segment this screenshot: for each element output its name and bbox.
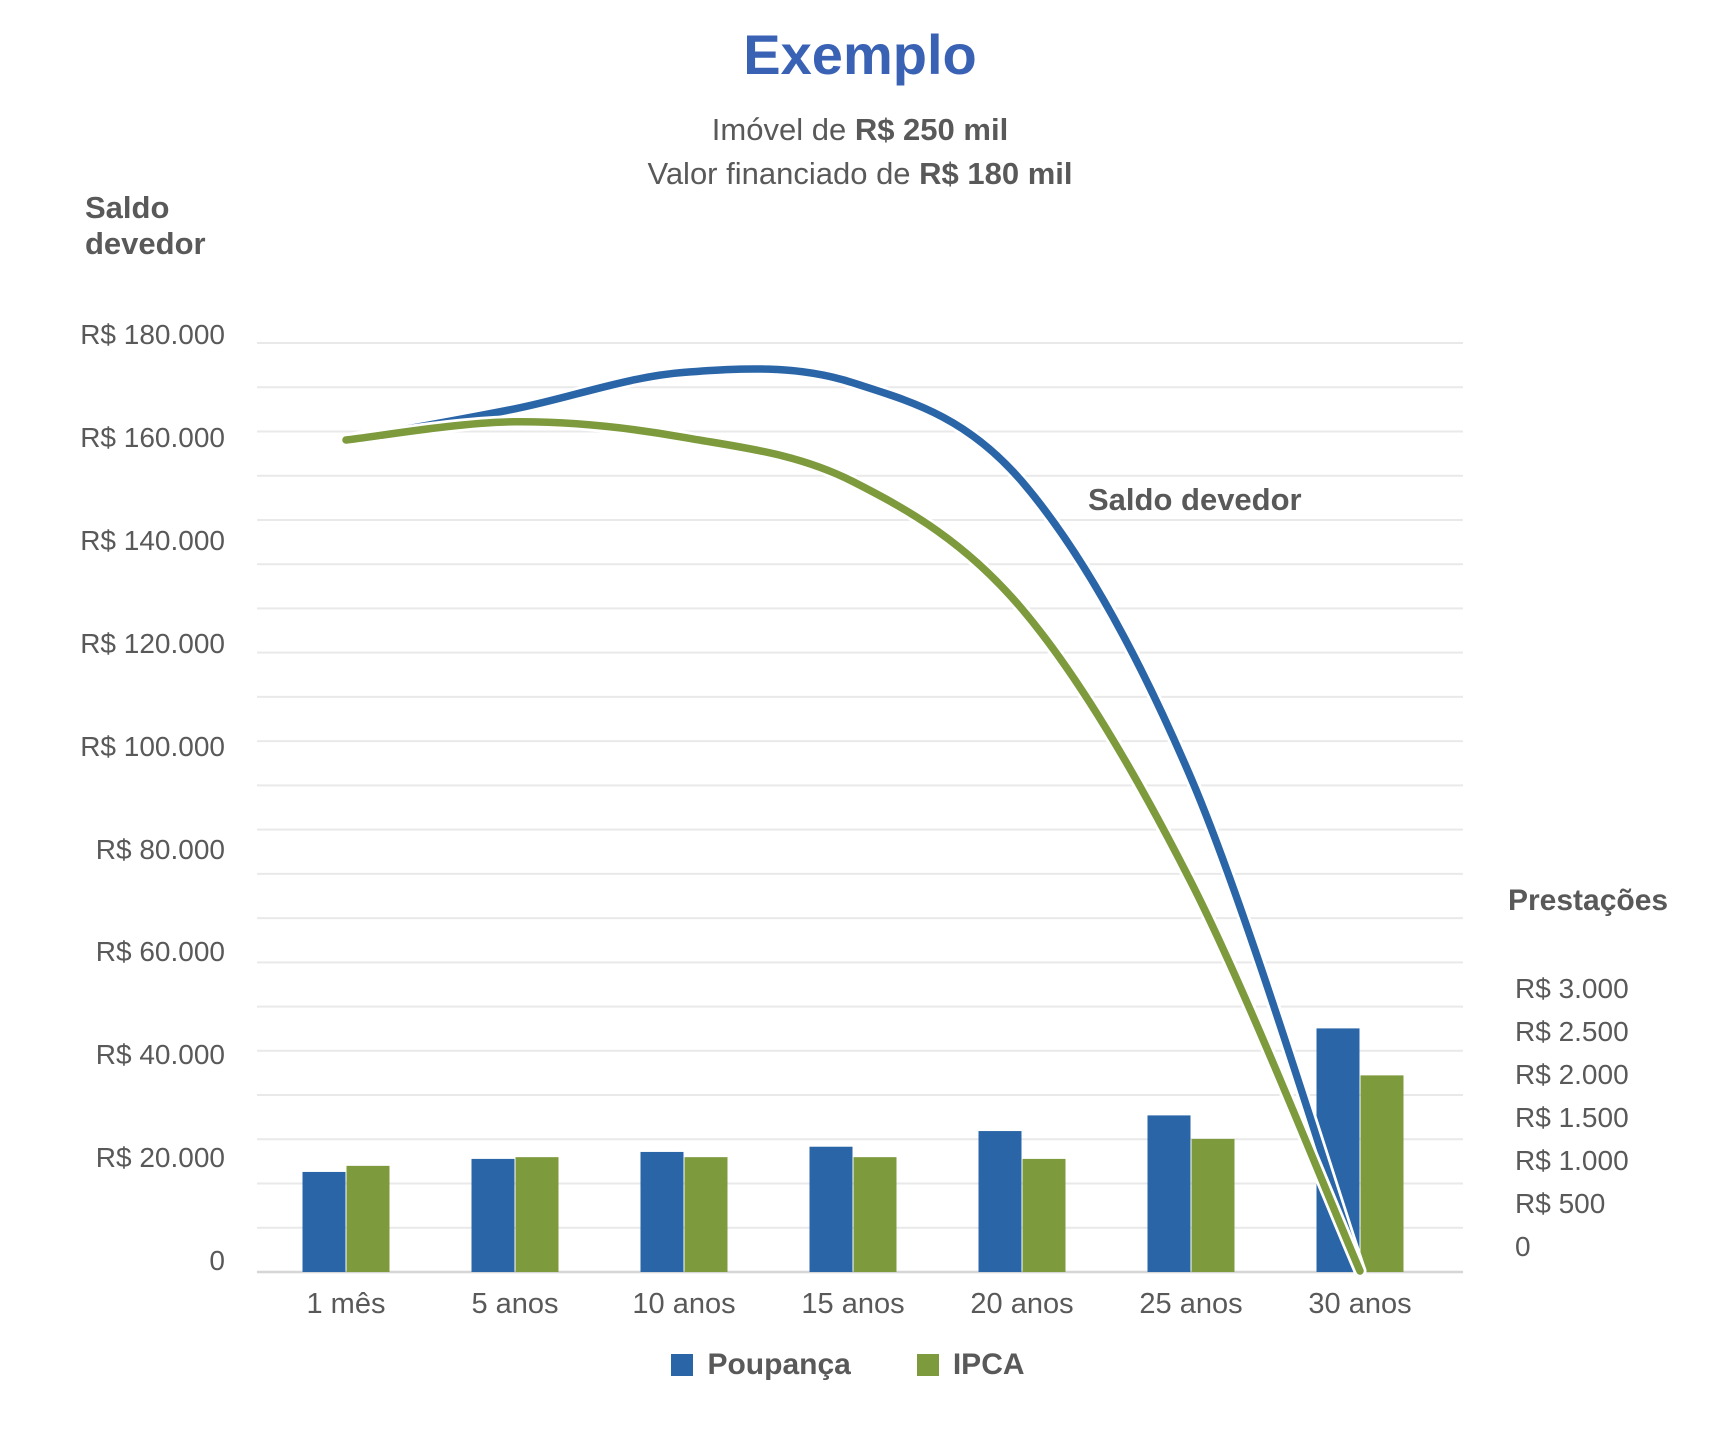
x-axis-label: 25 anos bbox=[1139, 1288, 1243, 1320]
x-axis-label: 15 anos bbox=[801, 1288, 905, 1320]
subtitle2-prefix: Valor financiado de bbox=[647, 156, 920, 191]
saldo-devedor-annotation: Saldo devedor bbox=[1088, 482, 1302, 517]
right-axis-tick: R$ 500 bbox=[1515, 1188, 1606, 1219]
legend-swatch-poupanca bbox=[671, 1354, 694, 1376]
legend: Poupança IPCA bbox=[257, 1348, 1439, 1382]
right-axis-title: Prestações bbox=[1508, 884, 1669, 917]
left-axis-tick: R$ 80.000 bbox=[95, 833, 225, 865]
subtitle1-amount: R$ 250 mil bbox=[854, 112, 1009, 147]
right-axis-tick: R$ 2.000 bbox=[1515, 1059, 1629, 1090]
left-axis-tick: R$ 120.000 bbox=[80, 627, 225, 659]
legend-label-ipca: IPCA bbox=[952, 1348, 1025, 1381]
left-axis-tick: 0 bbox=[209, 1245, 225, 1277]
x-axis-label: 5 anos bbox=[471, 1288, 559, 1320]
x-axis-label: 30 anos bbox=[1308, 1288, 1412, 1320]
curve-ipca bbox=[342, 418, 1364, 1275]
x-axis-label: 1 mês bbox=[306, 1288, 386, 1320]
x-axis-label: 20 anos bbox=[970, 1288, 1074, 1320]
subtitle1-prefix: Imóvel de bbox=[711, 112, 855, 147]
bar-poupanca-5 bbox=[978, 1131, 1022, 1272]
left-axis-tick: R$ 40.000 bbox=[95, 1039, 225, 1071]
bar-ipca-2 bbox=[515, 1157, 559, 1272]
bar-ipca-6 bbox=[1191, 1138, 1235, 1272]
left-axis-tick: R$ 180.000 bbox=[80, 319, 225, 350]
right-axis-tick: 0 bbox=[1515, 1231, 1531, 1262]
bar-poupanca-3 bbox=[640, 1151, 684, 1272]
bar-poupanca-4 bbox=[809, 1146, 853, 1272]
chart-subtitle-line1: Imóvel de R$ 250 mil bbox=[257, 112, 1463, 148]
bar-poupanca-1 bbox=[302, 1171, 346, 1272]
bar-ipca-1 bbox=[346, 1165, 390, 1272]
legend-swatch-ipca bbox=[916, 1354, 939, 1376]
left-axis-tick: R$ 160.000 bbox=[80, 421, 225, 453]
bar-ipca-5 bbox=[1022, 1158, 1066, 1272]
chart-title: Exemplo bbox=[743, 23, 977, 86]
bar-ipca-3 bbox=[684, 1157, 728, 1272]
bar-ipca-4 bbox=[853, 1157, 897, 1272]
left-axis-title: Saldo devedor bbox=[85, 190, 206, 261]
right-axis-tick: R$ 1.000 bbox=[1515, 1145, 1629, 1176]
curve-poupanca bbox=[342, 365, 1364, 1275]
left-axis-tick: R$ 140.000 bbox=[80, 524, 225, 556]
legend-label-poupanca: Poupança bbox=[707, 1348, 851, 1381]
x-axis-label: 10 anos bbox=[632, 1288, 736, 1320]
right-axis-tick: R$ 3.000 bbox=[1515, 973, 1629, 1004]
subtitle2-amount: R$ 180 mil bbox=[919, 156, 1073, 191]
right-axis-tick: R$ 1.500 bbox=[1515, 1102, 1629, 1133]
bar-ipca-7 bbox=[1360, 1075, 1404, 1272]
chart-subtitle-line2: Valor financiado de R$ 180 mil bbox=[257, 156, 1463, 192]
right-axis-tick: R$ 2.500 bbox=[1515, 1016, 1629, 1047]
left-axis-tick: R$ 100.000 bbox=[80, 730, 225, 762]
bar-poupanca-2 bbox=[471, 1158, 515, 1272]
bar-poupanca-6 bbox=[1147, 1115, 1191, 1272]
left-axis-tick: R$ 60.000 bbox=[95, 936, 225, 968]
left-axis-tick: R$ 20.000 bbox=[95, 1142, 225, 1174]
